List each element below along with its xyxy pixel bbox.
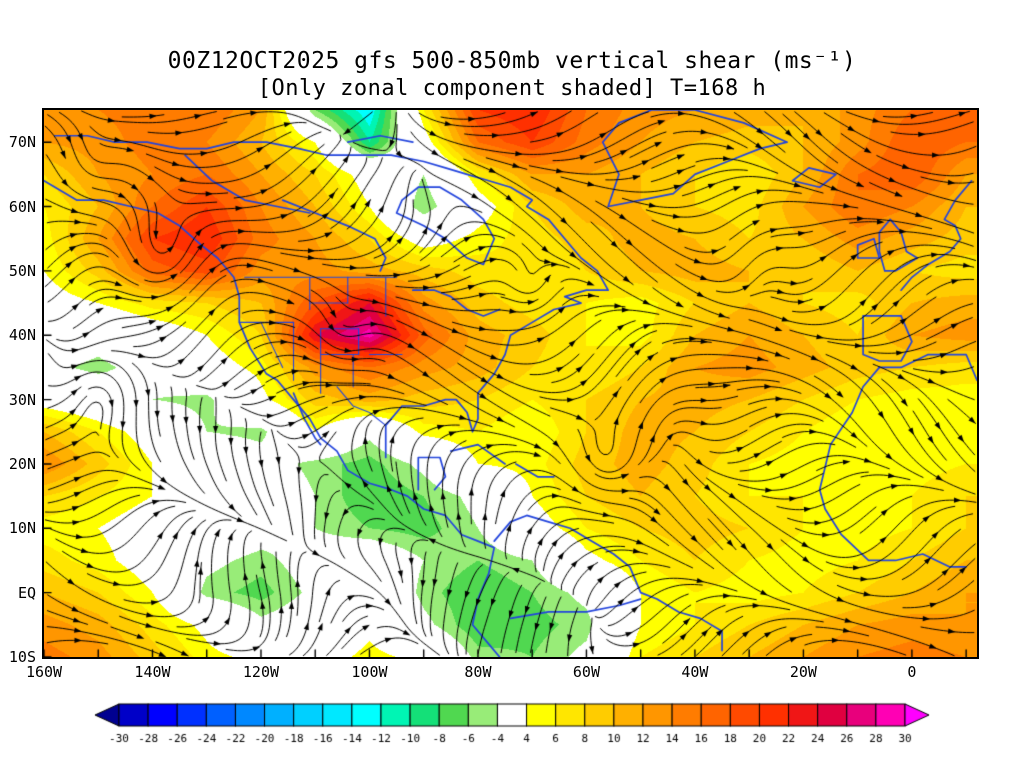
x-tick-label: 40W <box>681 663 709 681</box>
x-tick-label: 80W <box>464 663 492 681</box>
y-tick-label: 10N <box>8 519 36 538</box>
colorbar-canvas <box>94 702 930 754</box>
x-tick-label: 120W <box>242 663 280 681</box>
colorbar <box>94 702 930 754</box>
y-tick-label: 50N <box>8 261 36 280</box>
x-tick-label: 20W <box>789 663 817 681</box>
chart-subtitle: [Only zonal component shaded] T=168 h <box>257 76 767 101</box>
y-tick-label: 20N <box>8 454 36 473</box>
x-tick-label: 140W <box>134 663 171 681</box>
y-tick-label: EQ <box>17 583 36 602</box>
chart-title: 00Z12OCT2025 gfs 500-850mb vertical shea… <box>167 48 857 74</box>
map-plot-area: 70N 60N 50N 40N 30N 20N 10N EQ 10S 160W 140W 120W 1… <box>9 108 979 681</box>
y-tick-label: 30N <box>8 390 36 409</box>
y-tick-label: 40N <box>8 326 36 345</box>
x-tick-label: 100W <box>351 663 388 681</box>
x-tick-label: 60W <box>572 663 600 681</box>
y-tick-label: 70N <box>8 133 36 152</box>
y-tick-label: 60N <box>8 197 36 216</box>
x-tick-label: 0 <box>907 663 917 681</box>
shear-map-canvas <box>44 110 977 657</box>
y-tick-label: 10S <box>8 648 36 666</box>
x-tick-label: 160W <box>25 663 63 681</box>
